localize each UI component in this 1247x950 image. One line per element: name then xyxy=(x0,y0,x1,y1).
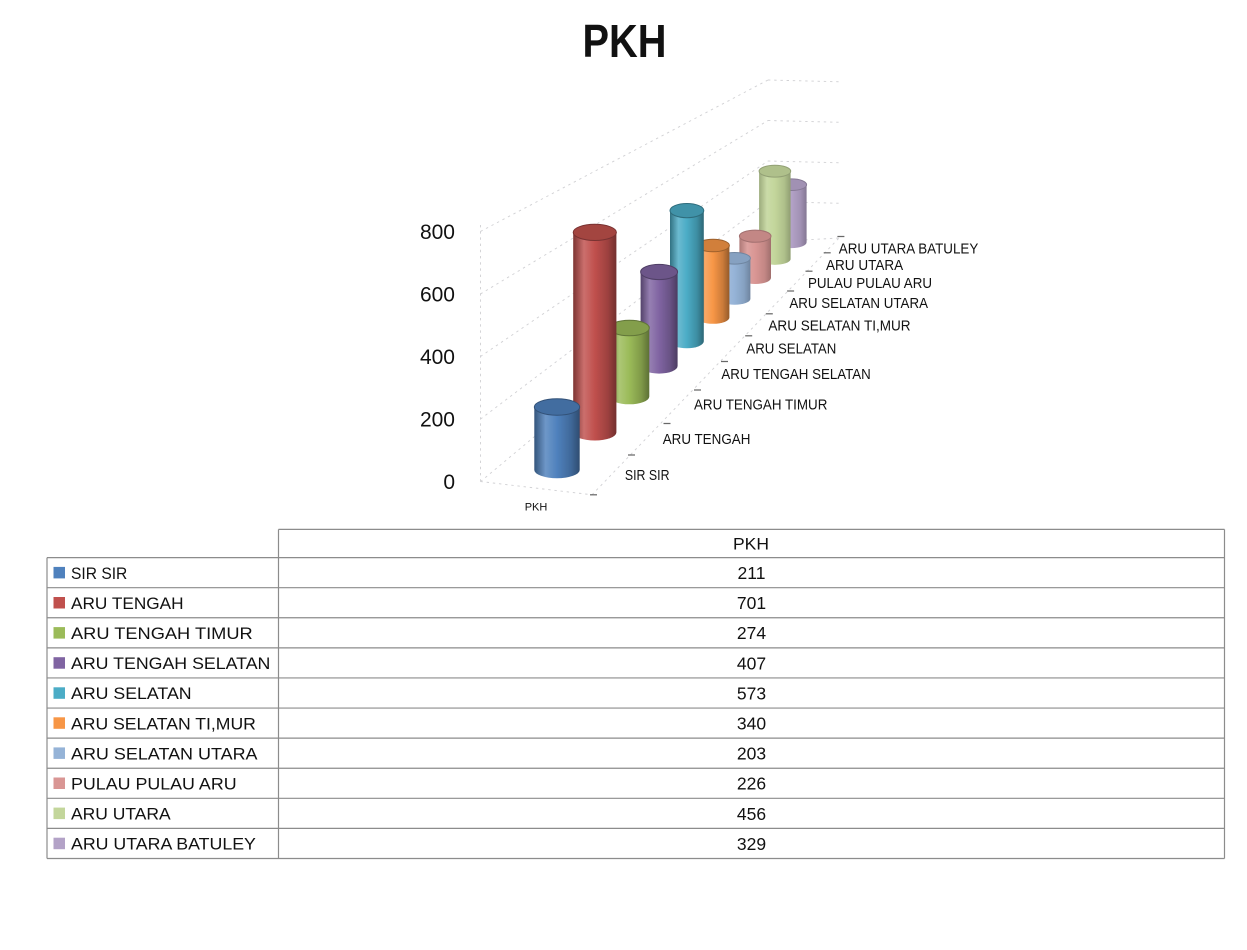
svg-text:200: 200 xyxy=(420,409,455,432)
svg-text:PULAU PULAU ARU: PULAU PULAU ARU xyxy=(71,774,237,793)
svg-text:ARU SELATAN: ARU SELATAN xyxy=(746,342,836,358)
svg-text:PKH: PKH xyxy=(583,15,667,67)
svg-text:211: 211 xyxy=(738,563,766,583)
svg-text:701: 701 xyxy=(737,593,766,613)
svg-text:ARU UTARA: ARU UTARA xyxy=(71,805,171,824)
svg-text:ARU UTARA BATULEY: ARU UTARA BATULEY xyxy=(71,835,256,854)
svg-text:PULAU PULAU ARU: PULAU PULAU ARU xyxy=(808,276,932,292)
svg-text:ARU SELATAN UTARA: ARU SELATAN UTARA xyxy=(71,744,258,763)
svg-text:573: 573 xyxy=(737,683,766,703)
svg-text:226: 226 xyxy=(737,774,766,794)
svg-text:PKH: PKH xyxy=(733,535,769,554)
svg-text:203: 203 xyxy=(737,744,766,764)
svg-text:340: 340 xyxy=(737,713,766,733)
svg-text:SIR SIR: SIR SIR xyxy=(625,468,670,484)
svg-text:PKH: PKH xyxy=(525,502,548,514)
svg-text:ARU SELATAN: ARU SELATAN xyxy=(71,684,192,703)
svg-text:SIR SIR: SIR SIR xyxy=(71,564,127,583)
svg-text:ARU SELATAN UTARA: ARU SELATAN UTARA xyxy=(789,296,928,312)
svg-text:ARU TENGAH: ARU TENGAH xyxy=(71,594,184,613)
svg-text:407: 407 xyxy=(737,653,766,673)
svg-text:ARU SELATAN TI,MUR: ARU SELATAN TI,MUR xyxy=(768,319,910,335)
svg-text:600: 600 xyxy=(420,284,455,307)
svg-text:ARU TENGAH: ARU TENGAH xyxy=(663,432,751,448)
svg-text:ARU TENGAH SELATAN: ARU TENGAH SELATAN xyxy=(721,367,870,383)
svg-text:456: 456 xyxy=(737,804,766,824)
svg-text:ARU TENGAH TIMUR: ARU TENGAH TIMUR xyxy=(71,624,253,643)
svg-text:ARU UTARA BATULEY: ARU UTARA BATULEY xyxy=(839,241,979,257)
svg-text:0: 0 xyxy=(443,471,455,494)
svg-text:800: 800 xyxy=(420,221,455,244)
svg-text:274: 274 xyxy=(737,623,766,643)
svg-text:ARU SELATAN TI,MUR: ARU SELATAN TI,MUR xyxy=(71,714,256,733)
svg-text:ARU TENGAH TIMUR: ARU TENGAH TIMUR xyxy=(694,398,827,414)
svg-text:ARU TENGAH SELATAN: ARU TENGAH SELATAN xyxy=(71,654,270,673)
svg-text:ARU UTARA: ARU UTARA xyxy=(826,258,903,274)
svg-text:400: 400 xyxy=(420,346,455,369)
svg-text:329: 329 xyxy=(737,834,766,854)
